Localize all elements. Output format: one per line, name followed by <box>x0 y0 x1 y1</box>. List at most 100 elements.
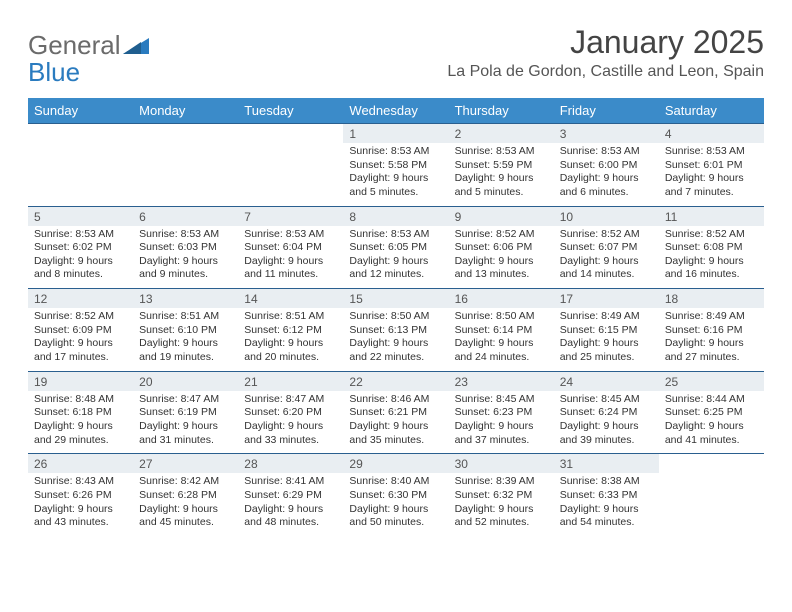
day-cell: 15Sunrise: 8:50 AMSunset: 6:13 PMDayligh… <box>343 289 448 372</box>
day-number: 19 <box>28 372 133 391</box>
day-number: 28 <box>238 454 343 473</box>
day-cell: 13Sunrise: 8:51 AMSunset: 6:10 PMDayligh… <box>133 289 238 372</box>
day-details: Sunrise: 8:50 AMSunset: 6:13 PMDaylight:… <box>343 308 448 371</box>
empty-cell: . <box>238 124 343 207</box>
day-number: 17 <box>554 289 659 308</box>
day-number: 6 <box>133 207 238 226</box>
day-cell: 16Sunrise: 8:50 AMSunset: 6:14 PMDayligh… <box>449 289 554 372</box>
day-number: 9 <box>449 207 554 226</box>
day-number: 21 <box>238 372 343 391</box>
day-cell: 26Sunrise: 8:43 AMSunset: 6:26 PMDayligh… <box>28 454 133 536</box>
day-cell: 5Sunrise: 8:53 AMSunset: 6:02 PMDaylight… <box>28 206 133 289</box>
weekday-header-row: SundayMondayTuesdayWednesdayThursdayFrid… <box>28 98 764 124</box>
day-details: Sunrise: 8:47 AMSunset: 6:19 PMDaylight:… <box>133 391 238 454</box>
day-number: 31 <box>554 454 659 473</box>
day-cell: 31Sunrise: 8:38 AMSunset: 6:33 PMDayligh… <box>554 454 659 536</box>
day-cell: 21Sunrise: 8:47 AMSunset: 6:20 PMDayligh… <box>238 371 343 454</box>
weekday-header: Tuesday <box>238 98 343 124</box>
day-number: 25 <box>659 372 764 391</box>
day-details: Sunrise: 8:53 AMSunset: 5:58 PMDaylight:… <box>343 143 448 206</box>
day-cell: 30Sunrise: 8:39 AMSunset: 6:32 PMDayligh… <box>449 454 554 536</box>
weekday-header: Monday <box>133 98 238 124</box>
day-number: 27 <box>133 454 238 473</box>
day-number: 29 <box>343 454 448 473</box>
day-number: 13 <box>133 289 238 308</box>
day-number: 16 <box>449 289 554 308</box>
day-details: Sunrise: 8:46 AMSunset: 6:21 PMDaylight:… <box>343 391 448 454</box>
day-number: 11 <box>659 207 764 226</box>
day-cell: 2Sunrise: 8:53 AMSunset: 5:59 PMDaylight… <box>449 124 554 207</box>
day-details: Sunrise: 8:44 AMSunset: 6:25 PMDaylight:… <box>659 391 764 454</box>
day-number: 22 <box>343 372 448 391</box>
day-details: Sunrise: 8:42 AMSunset: 6:28 PMDaylight:… <box>133 473 238 536</box>
location: La Pola de Gordon, Castille and Leon, Sp… <box>447 63 764 81</box>
day-cell: 23Sunrise: 8:45 AMSunset: 6:23 PMDayligh… <box>449 371 554 454</box>
day-details: Sunrise: 8:50 AMSunset: 6:14 PMDaylight:… <box>449 308 554 371</box>
day-details: Sunrise: 8:52 AMSunset: 6:09 PMDaylight:… <box>28 308 133 371</box>
day-details: Sunrise: 8:43 AMSunset: 6:26 PMDaylight:… <box>28 473 133 536</box>
day-details: Sunrise: 8:41 AMSunset: 6:29 PMDaylight:… <box>238 473 343 536</box>
empty-cell: . <box>28 124 133 207</box>
day-number: 12 <box>28 289 133 308</box>
day-details: Sunrise: 8:53 AMSunset: 6:01 PMDaylight:… <box>659 143 764 206</box>
day-number: 30 <box>449 454 554 473</box>
day-cell: 6Sunrise: 8:53 AMSunset: 6:03 PMDaylight… <box>133 206 238 289</box>
day-number: 24 <box>554 372 659 391</box>
day-cell: 18Sunrise: 8:49 AMSunset: 6:16 PMDayligh… <box>659 289 764 372</box>
weekday-header: Wednesday <box>343 98 448 124</box>
day-number: 8 <box>343 207 448 226</box>
day-details: Sunrise: 8:53 AMSunset: 6:05 PMDaylight:… <box>343 226 448 289</box>
day-number: 26 <box>28 454 133 473</box>
day-details: Sunrise: 8:45 AMSunset: 6:23 PMDaylight:… <box>449 391 554 454</box>
day-cell: 14Sunrise: 8:51 AMSunset: 6:12 PMDayligh… <box>238 289 343 372</box>
day-details: Sunrise: 8:49 AMSunset: 6:15 PMDaylight:… <box>554 308 659 371</box>
empty-cell: . <box>659 454 764 536</box>
day-details: Sunrise: 8:45 AMSunset: 6:24 PMDaylight:… <box>554 391 659 454</box>
day-cell: 24Sunrise: 8:45 AMSunset: 6:24 PMDayligh… <box>554 371 659 454</box>
day-details: Sunrise: 8:53 AMSunset: 6:04 PMDaylight:… <box>238 226 343 289</box>
day-cell: 27Sunrise: 8:42 AMSunset: 6:28 PMDayligh… <box>133 454 238 536</box>
weekday-header: Saturday <box>659 98 764 124</box>
calendar-row: 5Sunrise: 8:53 AMSunset: 6:02 PMDaylight… <box>28 206 764 289</box>
day-details: Sunrise: 8:38 AMSunset: 6:33 PMDaylight:… <box>554 473 659 536</box>
day-cell: 19Sunrise: 8:48 AMSunset: 6:18 PMDayligh… <box>28 371 133 454</box>
day-cell: 11Sunrise: 8:52 AMSunset: 6:08 PMDayligh… <box>659 206 764 289</box>
day-number: 15 <box>343 289 448 308</box>
day-number: 3 <box>554 124 659 143</box>
day-number: 18 <box>659 289 764 308</box>
calendar-table: SundayMondayTuesdayWednesdayThursdayFrid… <box>28 98 764 536</box>
day-cell: 4Sunrise: 8:53 AMSunset: 6:01 PMDaylight… <box>659 124 764 207</box>
day-number: 14 <box>238 289 343 308</box>
day-details: Sunrise: 8:48 AMSunset: 6:18 PMDaylight:… <box>28 391 133 454</box>
calendar-row: 12Sunrise: 8:52 AMSunset: 6:09 PMDayligh… <box>28 289 764 372</box>
day-number: 7 <box>238 207 343 226</box>
calendar-row: 19Sunrise: 8:48 AMSunset: 6:18 PMDayligh… <box>28 371 764 454</box>
day-cell: 10Sunrise: 8:52 AMSunset: 6:07 PMDayligh… <box>554 206 659 289</box>
day-number: 2 <box>449 124 554 143</box>
title-block: January 2025 La Pola de Gordon, Castille… <box>447 24 764 81</box>
day-details: Sunrise: 8:39 AMSunset: 6:32 PMDaylight:… <box>449 473 554 536</box>
empty-cell: . <box>133 124 238 207</box>
day-number: 1 <box>343 124 448 143</box>
logo-triangle-icon <box>123 30 149 61</box>
day-number: 20 <box>133 372 238 391</box>
day-number: 5 <box>28 207 133 226</box>
day-number: 10 <box>554 207 659 226</box>
day-details: Sunrise: 8:51 AMSunset: 6:10 PMDaylight:… <box>133 308 238 371</box>
day-cell: 7Sunrise: 8:53 AMSunset: 6:04 PMDaylight… <box>238 206 343 289</box>
calendar-body: . . . 1Sunrise: 8:53 AMSunset: 5:58 PMDa… <box>28 124 764 536</box>
day-cell: 3Sunrise: 8:53 AMSunset: 6:00 PMDaylight… <box>554 124 659 207</box>
day-cell: 22Sunrise: 8:46 AMSunset: 6:21 PMDayligh… <box>343 371 448 454</box>
calendar-row: . . . 1Sunrise: 8:53 AMSunset: 5:58 PMDa… <box>28 124 764 207</box>
day-details: Sunrise: 8:53 AMSunset: 6:00 PMDaylight:… <box>554 143 659 206</box>
day-details: Sunrise: 8:52 AMSunset: 6:07 PMDaylight:… <box>554 226 659 289</box>
day-details: Sunrise: 8:49 AMSunset: 6:16 PMDaylight:… <box>659 308 764 371</box>
weekday-header: Friday <box>554 98 659 124</box>
weekday-header: Sunday <box>28 98 133 124</box>
day-details: Sunrise: 8:53 AMSunset: 5:59 PMDaylight:… <box>449 143 554 206</box>
day-number: 4 <box>659 124 764 143</box>
day-details: Sunrise: 8:52 AMSunset: 6:08 PMDaylight:… <box>659 226 764 289</box>
day-cell: 25Sunrise: 8:44 AMSunset: 6:25 PMDayligh… <box>659 371 764 454</box>
day-details: Sunrise: 8:52 AMSunset: 6:06 PMDaylight:… <box>449 226 554 289</box>
calendar-row: 26Sunrise: 8:43 AMSunset: 6:26 PMDayligh… <box>28 454 764 536</box>
